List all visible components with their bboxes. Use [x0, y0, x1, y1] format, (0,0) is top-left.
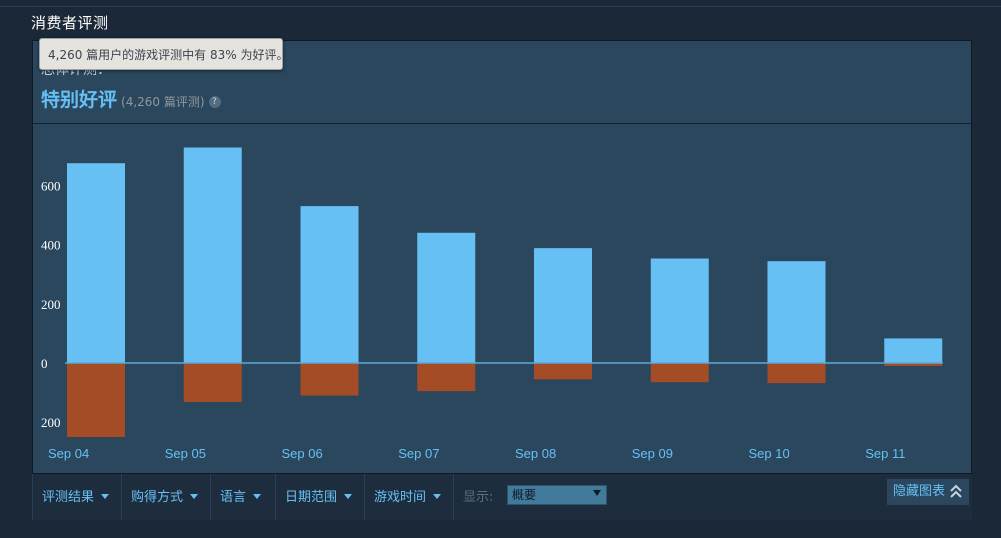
filter-review-type[interactable]: 评测结果 — [32, 474, 121, 520]
negative-bar[interactable] — [300, 363, 359, 396]
x-tick-label: Sep 11 — [865, 446, 905, 461]
negative-bar[interactable] — [417, 363, 476, 392]
x-tick-label: Sep 04 — [48, 446, 89, 461]
review-chart-panel: 总体评测： 特别好评(4,260 篇评测)? 6004002000200Sep … — [32, 40, 972, 474]
display-select-value: 概要 — [512, 488, 537, 502]
panel-divider — [33, 123, 971, 124]
caret-down-icon — [253, 494, 262, 499]
negative-bar[interactable] — [67, 363, 125, 437]
help-icon[interactable]: ? — [208, 96, 221, 108]
x-tick-label: Sep 07 — [398, 446, 439, 461]
y-tick-label: 0 — [41, 356, 48, 371]
caret-down-icon — [101, 494, 110, 499]
filter-date-range[interactable]: 日期范围 — [275, 474, 364, 520]
y-tick-label: 600 — [41, 178, 61, 193]
rating-label[interactable]: 特别好评 — [41, 89, 118, 111]
top-divider — [0, 6, 1001, 7]
y-tick-label: 200 — [41, 415, 61, 430]
x-tick-label: Sep 05 — [165, 446, 206, 461]
positive-bar[interactable] — [417, 232, 476, 363]
positive-bar[interactable] — [884, 338, 943, 363]
y-tick-label: 400 — [41, 238, 61, 253]
review-count: (4,260 篇评测) — [121, 95, 205, 109]
caret-down-icon — [433, 494, 442, 499]
positive-bar[interactable] — [650, 258, 709, 363]
hide-chart-label: 隐藏图表 — [893, 484, 946, 499]
x-tick-label: Sep 08 — [515, 446, 556, 461]
rating-tooltip: 4,260 篇用户的游戏评测中有 83% 为好评。 — [39, 38, 288, 70]
x-tick-label: Sep 10 — [749, 446, 790, 461]
x-tick-label: Sep 09 — [632, 446, 673, 461]
positive-bar[interactable] — [67, 163, 125, 363]
display-select[interactable]: 概要 — [507, 485, 607, 505]
positive-bar[interactable] — [534, 248, 592, 363]
x-tick-label: Sep 06 — [282, 446, 323, 461]
filter-date-range-label: 日期范围 — [285, 490, 338, 505]
filter-playtime-label: 游戏时间 — [374, 490, 427, 505]
negative-bar[interactable] — [767, 363, 826, 384]
chevron-down-icon — [593, 490, 601, 496]
filter-playtime[interactable]: 游戏时间 — [364, 474, 453, 520]
positive-bar[interactable] — [183, 147, 242, 363]
display-label: 显示: — [453, 474, 503, 520]
filter-purchase-type-label: 购得方式 — [131, 490, 184, 505]
caret-down-icon — [190, 494, 199, 499]
double-chevron-up-icon — [950, 484, 962, 498]
section-title: 消费者评测 — [31, 14, 109, 32]
filter-language-label: 语言 — [220, 490, 247, 505]
summary-line: 特别好评 (4,260 篇评测)? — [41, 85, 221, 112]
filter-language[interactable]: 语言 — [210, 474, 275, 520]
filter-review-type-label: 评测结果 — [42, 490, 95, 505]
hide-chart-button[interactable]: 隐藏图表 — [887, 479, 969, 505]
negative-bar[interactable] — [884, 363, 943, 366]
positive-bar[interactable] — [767, 261, 826, 363]
filter-purchase-type[interactable]: 购得方式 — [121, 474, 210, 520]
review-histogram: 600 400 200 0 200 Sep 04 Sep 05 Sep 06 Sep 07 Sep… — [41, 147, 943, 461]
negative-bar[interactable] — [650, 363, 709, 383]
caret-down-icon — [344, 494, 353, 499]
negative-bar[interactable] — [183, 363, 242, 403]
negative-bar[interactable] — [534, 363, 592, 380]
filter-bar: 评测结果 购得方式 语言 日期范围 游戏时间 显示: 概要 隐藏图表 — [32, 474, 972, 520]
positive-bar[interactable] — [300, 206, 359, 363]
y-tick-label: 200 — [41, 297, 61, 312]
